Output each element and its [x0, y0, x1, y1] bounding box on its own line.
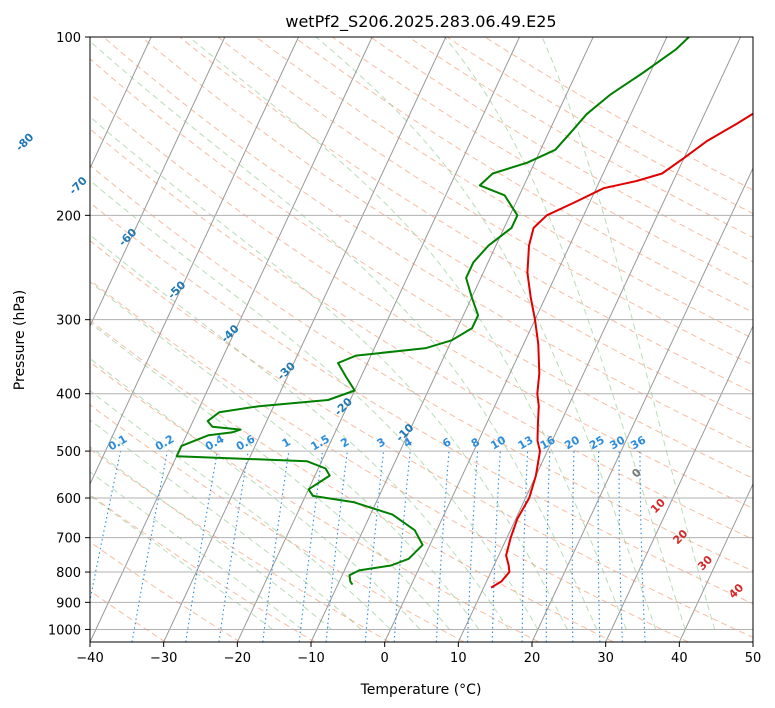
isotherm-line	[457, 37, 741, 642]
y-tick-label: 800	[56, 566, 81, 581]
dry-adiabat-line	[484, 37, 753, 191]
temperature-profile-line	[490, 112, 753, 589]
mixing-ratio-line	[262, 451, 290, 642]
dry-adiabat-line	[179, 37, 753, 393]
y-tick-label: 200	[56, 209, 81, 224]
dry-adiabat-line	[446, 37, 753, 215]
y-tick-label: 600	[56, 492, 81, 507]
moist-adiabat-line	[541, 37, 716, 630]
dewpoint-profile-line	[175, 37, 690, 586]
dry-adiabat-line	[90, 128, 753, 540]
isotherm-line	[90, 37, 226, 328]
dry-adiabat-line	[217, 37, 753, 366]
mixing-ratio-line	[325, 451, 348, 642]
y-tick-label: 900	[56, 596, 81, 611]
isotherm-line	[90, 37, 299, 486]
mixing-ratio-line	[393, 451, 411, 642]
dry-adiabat-line	[90, 319, 614, 642]
chart-title: wetPf2_S206.2025.283.06.49.E25	[285, 12, 556, 32]
moist-adiabat-line	[444, 37, 686, 630]
series-layer	[175, 37, 753, 589]
moist-adiabat-line	[315, 37, 657, 630]
mixing-ratio-line	[521, 451, 529, 642]
x-tick-label: 30	[597, 651, 614, 666]
x-tick-label: 10	[450, 651, 467, 666]
x-tick-label: −10	[297, 651, 324, 666]
x-tick-label: −30	[150, 651, 177, 666]
mixing-ratio-line	[131, 450, 168, 642]
x-tick-label: 0	[381, 651, 389, 666]
moist-adiabat-line	[90, 357, 421, 630]
mixing-ratio-line	[545, 451, 551, 642]
moist-adiabat-line	[90, 281, 480, 630]
dry-adiabat-line	[408, 37, 753, 239]
isotherm-line	[605, 324, 753, 642]
dry-adiabat-line	[90, 448, 390, 642]
dry-adiabat-line	[293, 37, 753, 313]
y-tick-label: 400	[56, 388, 81, 403]
mixing-ratio-line	[218, 451, 249, 642]
isotherm-line	[163, 37, 447, 642]
y-tick-label: 500	[56, 445, 81, 460]
x-axis-label: Temperature (°C)	[360, 682, 482, 698]
dry-adiabat-line	[90, 279, 689, 642]
mixing-ratio-line	[491, 451, 501, 642]
moist-adiabat-line	[90, 180, 539, 630]
mixing-ratio-line	[618, 451, 623, 642]
isotherm-line	[678, 482, 753, 642]
dry-adiabat-line	[103, 37, 753, 450]
moist-adiabat-line	[90, 234, 509, 630]
mixing-ratio-line	[364, 451, 385, 642]
y-tick-label: 100	[56, 31, 81, 46]
x-tick-label: −40	[76, 651, 103, 666]
mixing-ratio-line	[571, 451, 575, 642]
x-tick-label: −20	[224, 651, 251, 666]
x-tick-label: 20	[524, 651, 541, 666]
mixing-ratio-line	[185, 451, 218, 642]
y-tick-label: 1000	[48, 623, 81, 638]
y-axis-label: Pressure (hPa)	[12, 290, 28, 390]
dry-adiabat-line	[90, 58, 753, 479]
dry-adiabat-line	[90, 240, 753, 638]
isotherm-line	[531, 166, 753, 642]
mixing-ratio-line	[466, 451, 479, 642]
y-tick-label: 700	[56, 532, 81, 547]
moist-adiabat-line	[90, 471, 303, 630]
isotherm-line	[384, 37, 668, 642]
plot-frame	[89, 36, 754, 643]
dry-adiabat-line	[370, 37, 753, 263]
isotherm-line	[236, 37, 520, 642]
moist-adiabat-line	[90, 390, 391, 630]
dry-adiabat-line	[332, 37, 753, 288]
x-tick-label: 40	[671, 651, 688, 666]
isotherm-line	[90, 37, 373, 642]
moist-adiabat-line	[188, 37, 627, 630]
axis-layer: −40 −30 −20 −10 0 10 20 30 40 50 100 200 300 400 500 60…	[48, 31, 761, 666]
x-tick-label: 50	[745, 651, 762, 666]
mixing-ratio-line	[597, 451, 601, 642]
mixing-ratio-line	[435, 451, 450, 642]
mixing-ratio-line	[639, 451, 646, 642]
isotherm-line	[90, 37, 152, 170]
grid-layer	[90, 37, 753, 642]
dry-adiabat-line	[90, 92, 753, 509]
y-tick-label: 300	[56, 314, 81, 329]
mixing-ratio-line	[298, 451, 324, 642]
moist-adiabat-line	[90, 40, 598, 630]
